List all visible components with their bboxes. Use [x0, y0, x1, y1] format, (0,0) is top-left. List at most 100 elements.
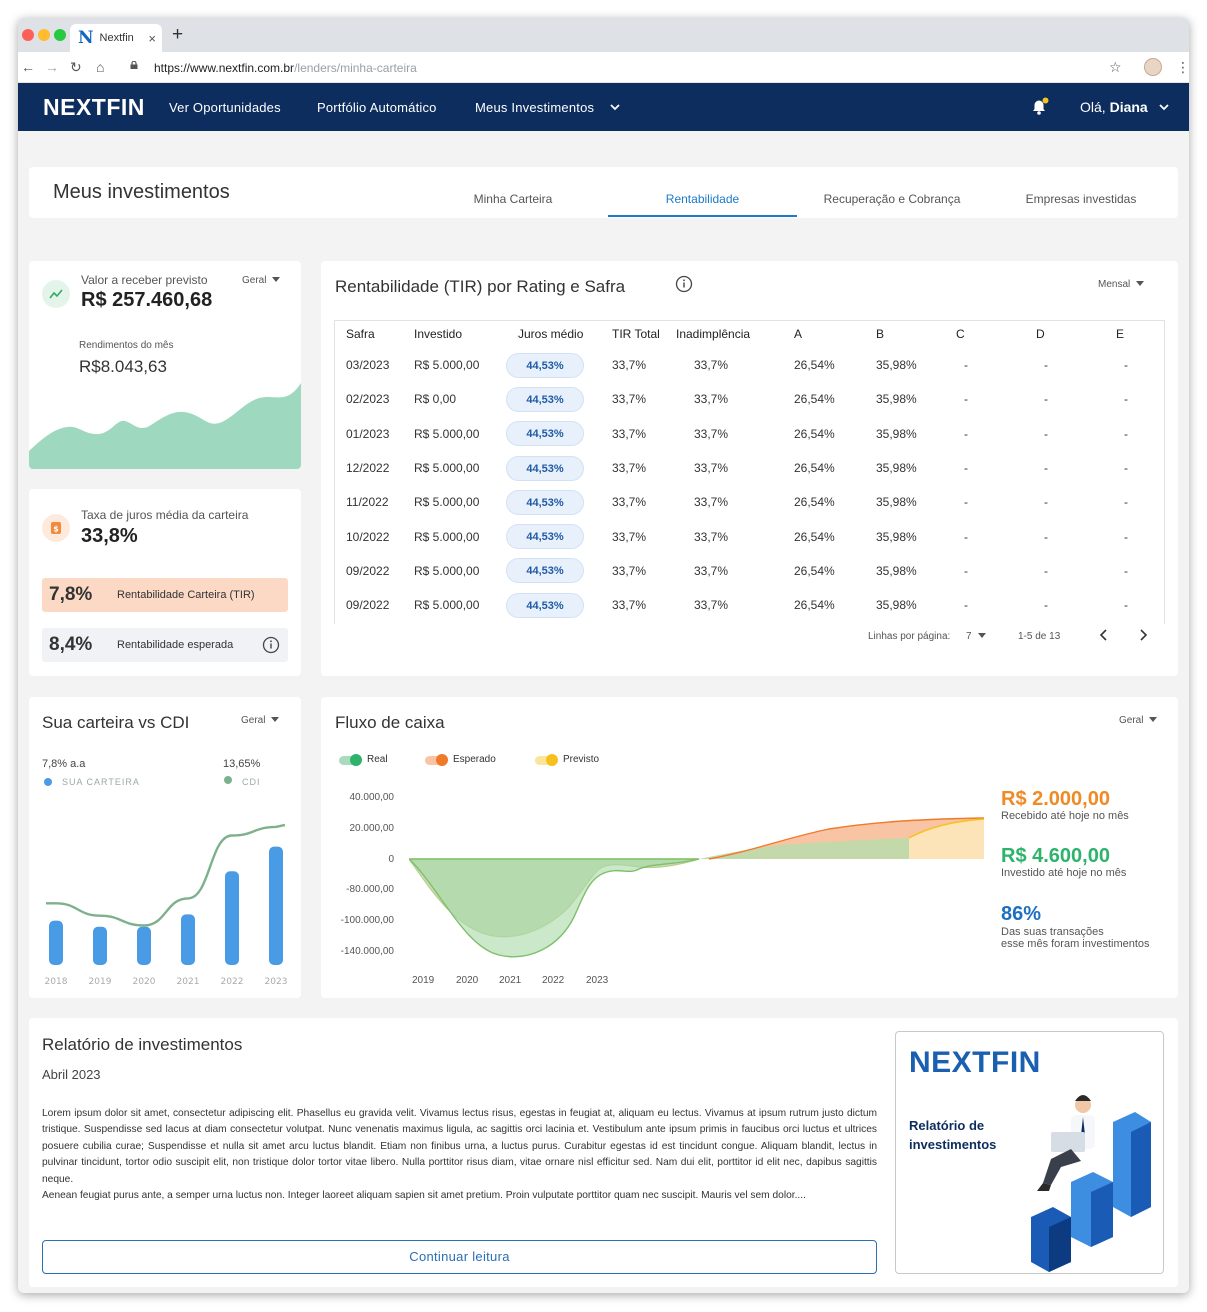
y-tick: 20.000,00 — [349, 823, 395, 834]
x-tick: 2021 — [499, 975, 522, 986]
cashflow-filter-dropdown[interactable]: Geral — [1119, 715, 1157, 726]
tir-value: 7,8% — [49, 584, 93, 605]
table-row[interactable]: 02/2023 R$ 0,00 44,53% 33,7% 33,7% 26,54% 35,9… — [334, 382, 1164, 416]
table-cell: 01/2023 — [346, 426, 390, 441]
home-icon[interactable]: ⌂ — [96, 59, 105, 75]
legend-esperado[interactable]: Esperado — [425, 753, 545, 767]
x-tick: 2019 — [412, 975, 435, 986]
table-cell: 33,7% — [612, 358, 647, 373]
stat-transacoes: 86% Das suas transações esse mês foram i… — [1001, 903, 1150, 950]
page-title: Meus investimentos — [53, 181, 230, 203]
back-icon[interactable]: ← — [21, 59, 35, 75]
tir-filter-dropdown[interactable]: Mensal — [1098, 279, 1144, 290]
table-row[interactable]: 09/2022 R$ 5.000,00 44,53% 33,7% 33,7% 26,54%… — [334, 588, 1164, 622]
previsto-area — [909, 819, 984, 859]
table-row[interactable]: 12/2022 R$ 5.000,00 44,53% 33,7% 33,7% 26,54%… — [334, 451, 1164, 485]
table-cell: 26,54% — [794, 358, 835, 373]
table-cell: - — [964, 563, 968, 578]
new-tab-icon[interactable]: + — [172, 24, 184, 45]
real-positive-area — [699, 838, 909, 859]
user-greeting[interactable]: Olá, Diana — [1080, 99, 1148, 115]
table-row[interactable]: 11/2022 R$ 5.000,00 44,53% 33,7% 33,7% 26,54%… — [334, 485, 1164, 519]
tab-recuperacao-cobranca[interactable]: Recuperação e Cobrança — [823, 192, 961, 206]
browser-tab[interactable]: N Nextfin × — [70, 24, 162, 52]
maximize-window-icon[interactable] — [54, 29, 66, 41]
active-tab-indicator — [608, 215, 797, 217]
table-cell: 44,53% — [506, 382, 600, 416]
tab-empresas-investidas[interactable]: Empresas investidas — [1025, 192, 1137, 206]
legend-real[interactable]: Real — [339, 753, 459, 767]
table-cell: - — [964, 598, 968, 613]
y-tick: 0 — [388, 854, 394, 865]
prev-page-icon[interactable] — [1099, 629, 1109, 641]
table-header-row: Safra Investido Juros médio TIR Total Inadim… — [334, 320, 1164, 348]
legend-previsto[interactable]: Previsto — [535, 753, 655, 767]
url-field[interactable]: https://www.nextfin.com.br/lenders/minha… — [154, 61, 417, 75]
y-tick: -140.000,00 — [340, 946, 394, 957]
tir-table-frame — [334, 320, 1165, 624]
profile-avatar-icon[interactable] — [1144, 58, 1162, 76]
next-page-icon[interactable] — [1138, 629, 1148, 641]
cashflow-title: Fluxo de caixa — [335, 713, 445, 732]
avg-interest-pill: 44,53% — [506, 386, 584, 412]
table-cell: 33,7% — [612, 426, 647, 441]
nav-ver-oportunidades[interactable]: Ver Oportunidades — [169, 100, 281, 115]
receivable-card: Valor a receber previsto Geral R$ 257.46… — [29, 261, 301, 469]
minimize-window-icon[interactable] — [38, 29, 50, 41]
table-cell: - — [964, 461, 968, 476]
nextfin-logo[interactable]: NEXTFIN — [43, 94, 145, 120]
table-cell: R$ 5.000,00 — [414, 426, 480, 441]
cdi-filter-dropdown[interactable]: Geral — [241, 715, 279, 726]
report-paragraph-1: Lorem ipsum dolor sit amet, consectetur … — [42, 1108, 877, 1185]
table-cell: 26,54% — [794, 563, 835, 578]
table-cell: 11/2022 — [346, 495, 389, 510]
nav-portfolio-automatico[interactable]: Portfólio Automático — [317, 100, 437, 115]
column-header-1: Investido — [414, 327, 463, 341]
table-row[interactable]: 09/2022 R$ 5.000,00 44,53% 33,7% 33,7% 26,54%… — [334, 554, 1164, 588]
notification-bell-icon[interactable] — [1029, 97, 1049, 117]
tab-minha-carteira[interactable]: Minha Carteira — [473, 192, 553, 206]
info-icon[interactable] — [262, 636, 280, 654]
report-promo-card[interactable]: NEXTFIN Relatório de investimentos — [895, 1031, 1164, 1274]
table-row[interactable]: 01/2023 R$ 5.000,00 44,53% 33,7% 33,7% 26,54%… — [334, 417, 1164, 451]
table-cell: 33,7% — [694, 461, 729, 476]
table-cell: 26,54% — [794, 529, 835, 544]
y-tick: -80.000,00 — [346, 884, 394, 895]
lock-icon — [130, 61, 138, 69]
table-cell: 10/2022 — [346, 529, 390, 544]
reload-icon[interactable]: ↻ — [70, 59, 82, 75]
y-tick: -100.000,00 — [340, 915, 394, 926]
table-row[interactable]: 10/2022 R$ 5.000,00 44,53% 33,7% 33,7% 26,54%… — [334, 519, 1164, 553]
tir-table: Safra Investido Juros médio TIR Total Inadim… — [334, 320, 1164, 622]
table-cell: - — [964, 392, 968, 407]
table-cell: - — [1124, 358, 1128, 373]
table-cell: - — [964, 426, 968, 441]
user-chevron-down-icon[interactable] — [1159, 104, 1169, 111]
column-header-9: E — [1116, 327, 1125, 341]
rows-per-page-dropdown[interactable]: 7 — [966, 631, 986, 642]
close-window-icon[interactable] — [22, 29, 34, 41]
receivable-value: R$ 257.460,68 — [81, 289, 213, 311]
chevron-down-icon[interactable] — [610, 104, 620, 111]
avg-interest-pill: 44,53% — [506, 558, 584, 584]
continue-reading-button[interactable]: Continuar leitura — [42, 1240, 877, 1274]
legend-real-dot — [350, 754, 362, 766]
tir-info-icon[interactable] — [675, 275, 693, 293]
cdi-x-tick: 2022 — [221, 977, 244, 987]
portfolio-bar-2021 — [181, 914, 195, 965]
table-cell: R$ 5.000,00 — [414, 461, 480, 476]
browser-tab-title: Nextfin — [99, 32, 134, 44]
bookmark-star-icon[interactable]: ☆ — [1109, 59, 1122, 75]
close-tab-icon[interactable]: × — [148, 30, 156, 46]
forward-icon[interactable]: → — [45, 59, 59, 75]
table-row[interactable]: 03/2023 R$ 5.000,00 44,53% 33,7% 33,7% 26,54%… — [334, 348, 1164, 382]
portfolio-bar-2018 — [49, 920, 63, 965]
cdi-x-tick: 2021 — [177, 977, 200, 987]
receivable-filter-dropdown[interactable]: Geral — [242, 275, 280, 286]
rate-card: $ Taxa de juros média da carteira 33,8% … — [29, 489, 301, 676]
column-header-0: Safra — [346, 327, 375, 341]
nav-meus-investimentos[interactable]: Meus Investimentos — [475, 100, 595, 115]
browser-menu-icon[interactable]: ⋮ — [1176, 59, 1189, 75]
legend-esperado-label: Esperado — [453, 754, 496, 765]
tab-rentabilidade[interactable]: Rentabilidade — [665, 192, 740, 206]
